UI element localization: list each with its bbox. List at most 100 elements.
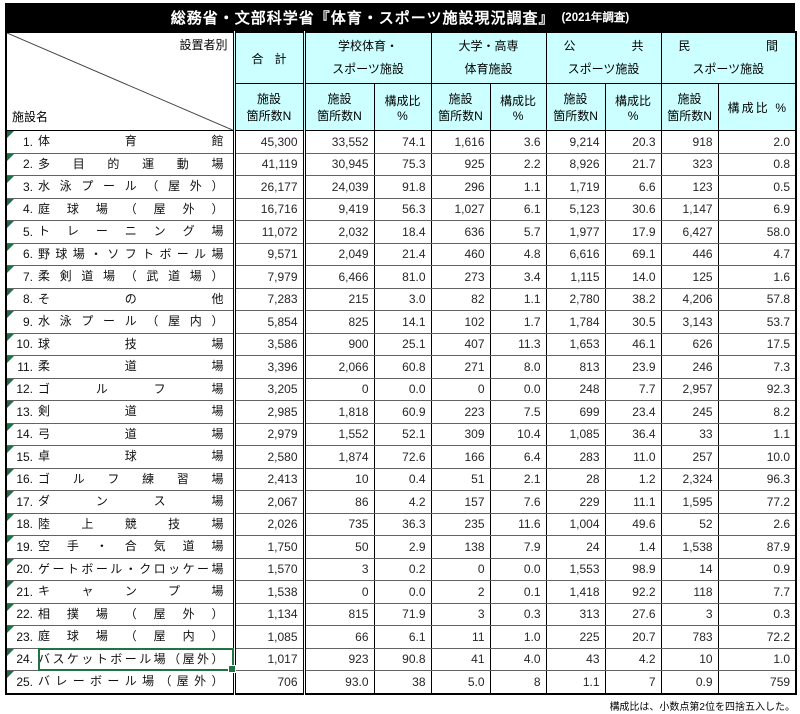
value-cell-private-ratio[interactable]: 8.2 <box>718 400 797 424</box>
value-cell-school-ratio[interactable]: 90.8 <box>374 648 432 671</box>
value-cell-public-n[interactable]: 225 <box>546 625 606 649</box>
value-cell-school-ratio[interactable]: 18.4 <box>374 220 432 244</box>
value-cell-univ-ratio[interactable]: 7.9 <box>490 535 547 559</box>
value-cell-private-ratio[interactable]: 10.0 <box>718 445 797 469</box>
value-cell-public-n[interactable]: 1,115 <box>546 265 606 289</box>
value-cell-school-ratio[interactable]: 0.4 <box>374 468 432 491</box>
value-cell-total[interactable]: 2,413 <box>234 468 306 491</box>
value-cell-univ-ratio[interactable]: 1.0 <box>490 625 547 649</box>
subheader-private-ratio[interactable]: 構成比 % <box>717 83 797 131</box>
value-cell-public-ratio[interactable]: 1.4 <box>605 535 662 559</box>
value-cell-univ-ratio[interactable]: 7.6 <box>490 490 547 514</box>
facility-name-cell[interactable]: 13. 剣道場 <box>6 400 236 424</box>
value-cell-public-n[interactable]: 5,123 <box>546 198 606 221</box>
subheader-public-n[interactable]: 施設 箇所数N <box>545 83 606 131</box>
value-cell-school-n[interactable]: 9,419 <box>304 198 375 221</box>
value-cell-school-ratio[interactable]: 25.1 <box>374 333 432 356</box>
value-cell-univ-ratio[interactable]: 11.6 <box>490 513 547 536</box>
value-cell-school-n[interactable]: 1,874 <box>304 445 375 469</box>
facility-name-cell[interactable]: 23. 庭球場（屋内） <box>6 625 236 649</box>
value-cell-school-n[interactable]: 66 <box>304 625 375 649</box>
value-cell-private-n[interactable]: 323 <box>661 153 719 176</box>
value-cell-public-ratio[interactable]: 46.1 <box>605 333 662 356</box>
value-cell-univ-ratio[interactable]: 6.4 <box>490 445 547 469</box>
value-cell-private-ratio[interactable]: 0.8 <box>718 153 797 176</box>
value-cell-public-ratio[interactable]: 7.7 <box>605 378 662 401</box>
facility-name-cell[interactable]: 19. 空手・合気道場 <box>6 535 236 559</box>
value-cell-public-n[interactable]: 2,780 <box>546 288 606 311</box>
value-cell-school-n[interactable]: 24,039 <box>304 175 375 199</box>
value-cell-public-ratio[interactable]: 49.6 <box>605 513 662 536</box>
value-cell-univ-n[interactable]: 1,616 <box>431 130 491 154</box>
value-cell-total[interactable]: 16,716 <box>234 198 306 221</box>
value-cell-total[interactable]: 3,586 <box>234 333 306 356</box>
value-cell-public-n[interactable]: 248 <box>546 378 606 401</box>
facility-name-cell[interactable]: 14. 弓道場 <box>6 423 236 446</box>
value-cell-public-ratio[interactable]: 30.6 <box>605 198 662 221</box>
value-cell-private-ratio[interactable]: 0.5 <box>718 175 797 199</box>
header-group-total[interactable]: 合計 <box>233 31 306 84</box>
value-cell-public-ratio[interactable]: 27.6 <box>605 603 662 626</box>
value-cell-public-n[interactable]: 1,004 <box>546 513 606 536</box>
value-cell-private-n[interactable]: 10 <box>661 648 719 671</box>
value-cell-private-n[interactable]: 33 <box>661 423 719 446</box>
value-cell-univ-ratio[interactable]: 8.0 <box>490 355 547 379</box>
facility-name-cell[interactable]: 10. 球技場 <box>6 333 236 356</box>
value-cell-univ-ratio[interactable]: 11.3 <box>490 333 547 356</box>
value-cell-school-n[interactable]: 815 <box>304 603 375 626</box>
value-cell-school-ratio[interactable]: 74.1 <box>374 130 432 154</box>
value-cell-total[interactable]: 1,134 <box>234 603 306 626</box>
facility-name-cell[interactable]: 2. 多目的運動場 <box>6 153 236 176</box>
value-cell-private-ratio[interactable]: 77.2 <box>718 490 797 514</box>
value-cell-public-n[interactable]: 1,553 <box>546 558 606 581</box>
value-cell-private-n[interactable]: 245 <box>661 400 719 424</box>
value-cell-univ-n[interactable]: 2 <box>431 580 491 604</box>
value-cell-total[interactable]: 706 <box>234 670 306 694</box>
subheader-university-ratio[interactable]: 構成比 % <box>489 83 547 131</box>
value-cell-univ-ratio[interactable]: 0.0 <box>490 558 547 581</box>
value-cell-private-n[interactable]: 918 <box>661 130 719 154</box>
value-cell-univ-n[interactable]: 235 <box>431 513 491 536</box>
value-cell-public-ratio[interactable]: 36.4 <box>605 423 662 446</box>
value-cell-private-ratio[interactable]: 0.9 <box>718 558 797 581</box>
value-cell-univ-n[interactable]: 309 <box>431 423 491 446</box>
value-cell-private-ratio[interactable]: 2.0 <box>718 130 797 154</box>
value-cell-public-ratio[interactable]: 69.1 <box>605 243 662 266</box>
value-cell-total[interactable]: 1,570 <box>234 558 306 581</box>
value-cell-univ-ratio[interactable]: 0.1 <box>490 580 547 604</box>
value-cell-private-ratio[interactable]: 57.8 <box>718 288 797 311</box>
value-cell-school-ratio[interactable]: 72.6 <box>374 445 432 469</box>
value-cell-public-n[interactable]: 1,784 <box>546 310 606 334</box>
facility-name-cell[interactable]: 20. ゲートボール・クロッケー場 <box>6 558 236 581</box>
header-group-university[interactable]: 大学・高専 体育施設 <box>430 31 547 84</box>
value-cell-school-ratio[interactable]: 2.9 <box>374 535 432 559</box>
value-cell-private-ratio[interactable]: 58.0 <box>718 220 797 244</box>
value-cell-univ-n[interactable]: 166 <box>431 445 491 469</box>
value-cell-public-n[interactable]: 6,616 <box>546 243 606 266</box>
subheader-total-n[interactable]: 施設 箇所数N <box>233 83 306 131</box>
value-cell-public-n[interactable]: 699 <box>546 400 606 424</box>
value-cell-total[interactable]: 41,119 <box>234 153 306 176</box>
value-cell-school-n[interactable]: 825 <box>304 310 375 334</box>
value-cell-total[interactable]: 9,571 <box>234 243 306 266</box>
value-cell-private-ratio[interactable]: 96.3 <box>718 468 797 491</box>
value-cell-private-n[interactable]: 3 <box>661 603 719 626</box>
value-cell-school-n[interactable]: 6,466 <box>304 265 375 289</box>
value-cell-public-n[interactable]: 1,719 <box>546 175 606 199</box>
value-cell-school-ratio[interactable]: 56.3 <box>374 198 432 221</box>
value-cell-public-n[interactable]: 8,926 <box>546 153 606 176</box>
value-cell-public-ratio[interactable]: 4.2 <box>605 648 662 671</box>
value-cell-univ-n[interactable]: 157 <box>431 490 491 514</box>
value-cell-private-ratio[interactable]: 92.3 <box>718 378 797 401</box>
value-cell-private-ratio[interactable]: 1.0 <box>718 648 797 671</box>
value-cell-total[interactable]: 1,750 <box>234 535 306 559</box>
value-cell-public-n[interactable]: 1,653 <box>546 333 606 356</box>
facility-name-cell[interactable]: 25. バレーボール場（屋外） <box>6 670 236 694</box>
value-cell-school-ratio[interactable]: 81.0 <box>374 265 432 289</box>
value-cell-public-ratio[interactable]: 20.7 <box>605 625 662 649</box>
facility-name-cell[interactable]: 4. 庭球場（屋外） <box>6 198 236 221</box>
value-cell-school-ratio[interactable]: 4.2 <box>374 490 432 514</box>
value-cell-public-n[interactable]: 283 <box>546 445 606 469</box>
value-cell-univ-ratio[interactable]: 1.1 <box>490 288 547 311</box>
facility-name-cell[interactable]: 11. 柔道場 <box>6 355 236 379</box>
